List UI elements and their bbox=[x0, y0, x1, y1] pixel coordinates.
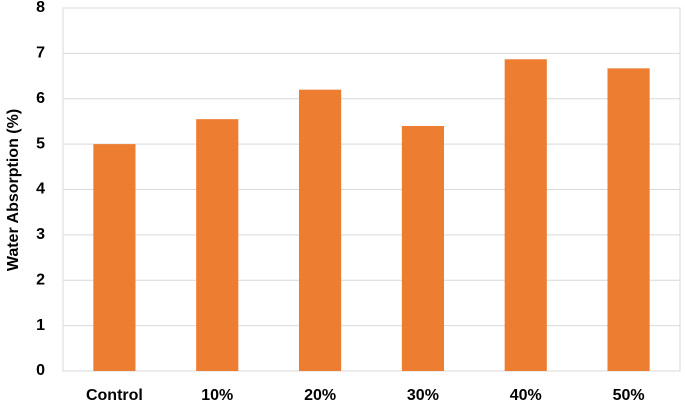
x-tick-label: 50% bbox=[613, 387, 645, 404]
y-tick-label: 8 bbox=[36, 0, 45, 16]
y-tick-label: 5 bbox=[36, 135, 45, 152]
y-tick-label: 2 bbox=[36, 271, 45, 288]
bar bbox=[196, 119, 239, 371]
y-tick-label: 4 bbox=[36, 181, 45, 198]
bar bbox=[401, 125, 444, 371]
y-axis-label: Water Absorption (%) bbox=[5, 109, 22, 271]
x-tick-label: Control bbox=[86, 387, 143, 404]
x-tick-label: 10% bbox=[201, 387, 233, 404]
bar bbox=[607, 68, 650, 371]
x-tick-label: 40% bbox=[510, 387, 542, 404]
bar bbox=[504, 59, 547, 372]
x-tick-label: 30% bbox=[407, 387, 439, 404]
y-tick-label: 1 bbox=[36, 317, 45, 334]
y-tick-label: 7 bbox=[36, 45, 45, 62]
y-tick-label: 0 bbox=[36, 362, 45, 379]
x-tick-label: 20% bbox=[304, 387, 336, 404]
y-tick-label: 6 bbox=[36, 90, 45, 107]
bar bbox=[299, 89, 342, 372]
bar bbox=[93, 144, 136, 371]
y-tick-label: 3 bbox=[36, 226, 45, 243]
